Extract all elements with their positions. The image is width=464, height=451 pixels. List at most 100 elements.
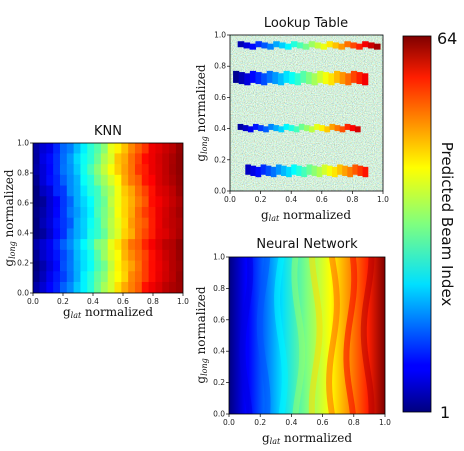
knn-cell (59, 164, 68, 176)
knn-cell (33, 143, 41, 155)
knn-y-tick-label: 0.8 (17, 169, 29, 178)
knn-cell (80, 271, 89, 283)
knn-cell (175, 174, 183, 187)
lookup-table-band-segment (347, 166, 353, 178)
knn-cell (73, 249, 82, 262)
knn-cell (46, 239, 54, 251)
knn-cell (66, 271, 75, 283)
knn-cell (94, 153, 102, 165)
colorbar-gradient (402, 35, 432, 413)
neural-network-y-tick-label: 0.4 (213, 347, 225, 356)
lookup-table-band-segment (332, 42, 340, 49)
knn-cell (66, 143, 75, 155)
lookup-table-band-segment (260, 164, 267, 175)
lookup-table-band-segment (356, 72, 363, 85)
knn-cell (33, 153, 41, 165)
knn-cell (114, 228, 123, 240)
knn-cell (121, 260, 129, 273)
lookup-table-panel: Lookup Table 0.0 0.2 0.4 0.6 0.8 1.0 0.00.20.… (194, 16, 389, 223)
knn-cell (114, 153, 123, 165)
lookup-table-band-segment (334, 125, 341, 132)
knn-cell (59, 143, 68, 155)
knn-y-tick-label: 0.2 (17, 259, 29, 268)
knn-cell (155, 196, 164, 208)
neural-network-contour (274, 257, 288, 414)
knn-cell (66, 260, 75, 273)
knn-cell (87, 249, 95, 262)
knn-cell (66, 228, 75, 240)
knn-cell (134, 164, 143, 176)
knn-cell (53, 174, 61, 187)
knn-cell (87, 196, 95, 208)
knn-cell (121, 271, 129, 283)
knn-cell (169, 185, 177, 198)
knn-cell (148, 206, 157, 219)
knn-cell (53, 281, 61, 293)
lookup-table-band-segment (296, 42, 304, 49)
knn-cell (121, 281, 129, 293)
knn-cell (155, 239, 164, 251)
knn-cell (114, 206, 123, 219)
lookup-table-frame (229, 34, 384, 192)
knn-cell (33, 185, 41, 198)
knn-cell (134, 239, 143, 251)
knn-cell (107, 217, 116, 230)
knn-x-tick-label: 0.0 (27, 297, 39, 306)
knn-cell (141, 185, 150, 198)
knn-title: KNN (94, 124, 122, 139)
knn-cell (114, 281, 123, 293)
knn-cell (128, 164, 136, 176)
knn-cell (162, 153, 170, 165)
lookup-table-band-segment (308, 41, 316, 48)
knn-cell (114, 164, 123, 176)
knn-cell (94, 271, 102, 283)
knn-cell (80, 260, 89, 273)
knn-cell (148, 143, 157, 155)
neural-network-x-axis-label: glat normalized (262, 431, 352, 446)
lookup-table-band-segment (272, 72, 279, 85)
knn-cell (46, 249, 54, 262)
knn-cell (121, 143, 129, 155)
knn-cell (53, 228, 61, 240)
knn-cell (134, 196, 143, 208)
neural-network-y-ticks: 0.0 0.2 0.4 0.6 0.8 1.0 (213, 253, 229, 419)
knn-cell (169, 164, 177, 176)
knn-cell (73, 174, 82, 187)
knn-cell (94, 206, 102, 219)
knn-cell (73, 196, 82, 208)
knn-cell (100, 228, 109, 240)
knn-cell (39, 271, 48, 283)
knn-cell (134, 206, 143, 219)
knn-cell (100, 249, 109, 262)
knn-cell (128, 239, 136, 251)
knn-cell (80, 228, 89, 240)
neural-network-y-tick-label: 1.0 (213, 253, 225, 262)
knn-cell (39, 206, 48, 219)
lookup-table-band-segment (342, 165, 348, 176)
lookup-table-band-segment (350, 42, 357, 49)
lookup-table-band-segment (354, 126, 361, 133)
knn-x-tick-label: 1.0 (177, 297, 189, 306)
knn-cell (175, 196, 183, 208)
knn-cell (134, 153, 143, 165)
knn-cell (39, 281, 48, 293)
lookup-table-x-tick-label: 0.2 (255, 195, 267, 204)
knn-cell (128, 143, 136, 155)
knn-cell (53, 271, 61, 283)
lookup-table-band-segment (275, 164, 282, 175)
lookup-table-x-tick-label: 0.4 (285, 195, 297, 204)
knn-cell (148, 239, 157, 251)
knn-cell (162, 249, 170, 262)
lookup-table-band-segment (261, 73, 268, 86)
lookup-table-band-segment (249, 43, 257, 50)
knn-cell (107, 206, 116, 219)
knn-cell (141, 249, 150, 262)
knn-cell (53, 196, 61, 208)
knn-cell (100, 174, 109, 187)
knn-cell (73, 153, 82, 165)
knn-cell (80, 249, 89, 262)
lookup-table-band-segment (291, 164, 297, 175)
knn-cell (162, 206, 170, 219)
neural-network-x-tick-label: 0.2 (254, 418, 266, 427)
knn-cell (80, 153, 89, 165)
